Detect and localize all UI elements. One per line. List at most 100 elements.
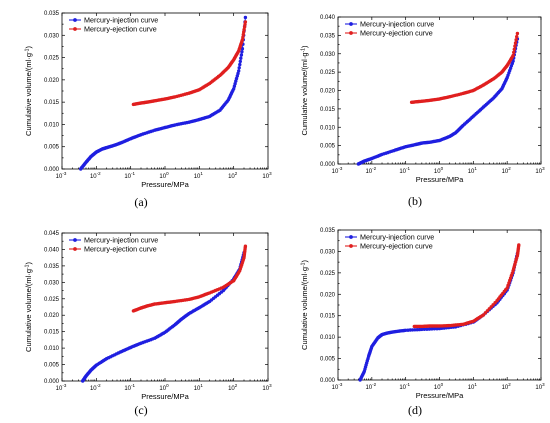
y-tick-label: 0.035	[44, 11, 60, 17]
y-tick-label: 0.035	[44, 264, 60, 270]
y-tick-label: 0.030	[44, 33, 60, 39]
series-mercury-injection	[79, 15, 248, 171]
y-axis-label: Cumulative volume/(ml·g-1)	[24, 262, 33, 352]
data-point	[515, 31, 520, 36]
y-tick-label: 0.025	[320, 70, 336, 76]
chart-panel-c: 0.000 0.005 0.010 0.015 0.020 0.025 0.030 0.035…	[24, 231, 272, 417]
chart-panel-b: 0.000 0.005 0.010 0.015 0.020 0.025 0.030 0.035…	[300, 15, 545, 208]
x-tick-exponent: 0	[441, 382, 444, 387]
data-point	[237, 66, 241, 70]
x-axis-label: Pressure/MPa	[141, 180, 189, 189]
data-point	[243, 244, 248, 248]
x-tick-label: 10-3	[332, 166, 343, 175]
data-point	[513, 41, 518, 45]
x-tick-exponent: -3	[62, 171, 66, 176]
y-axis-label: Cumulative volume/(ml·g-1)	[24, 46, 33, 136]
y-tick-label: 0.000	[320, 162, 336, 168]
y-tick-label: 0.020	[320, 89, 336, 95]
legend-label: Mercury-ejection curve	[84, 245, 157, 254]
legend-label: Mercury-ejection curve	[84, 25, 157, 34]
x-tick-exponent: 2	[508, 166, 511, 171]
y-axis-label: Cumulative volume/(ml·g-1)	[300, 260, 309, 350]
series-mercury-injection	[81, 251, 246, 383]
data-point	[233, 82, 237, 86]
legend-label: Mercury-injection curve	[360, 20, 434, 29]
x-tick-label: 103	[535, 166, 545, 175]
series-mercury-ejection	[412, 243, 521, 329]
y-axis-label-close: )	[24, 262, 33, 265]
series-line	[82, 252, 245, 382]
x-tick-label: 10-2	[90, 171, 101, 180]
y-tick-label: 0.020	[44, 313, 60, 319]
legend-label: Mercury-ejection curve	[360, 29, 433, 38]
x-tick-exponent: -1	[406, 382, 410, 387]
series-line	[358, 38, 518, 165]
data-point	[515, 35, 519, 39]
y-tick-label: 0.015	[44, 100, 60, 106]
legend-swatch-marker	[349, 244, 353, 248]
legend-swatch-marker	[73, 27, 77, 31]
data-point	[514, 38, 518, 42]
x-tick-exponent: -2	[97, 171, 101, 176]
y-tick-label: 0.025	[44, 297, 60, 303]
y-tick-label: 0.030	[320, 249, 336, 255]
data-point	[243, 22, 247, 27]
x-tick-exponent: 3	[269, 383, 272, 388]
data-point	[427, 327, 432, 331]
y-axis-label-exponent: -1	[25, 48, 31, 53]
x-tick-label: 101	[194, 171, 204, 180]
legend: Mercury-injection curveMercury-ejection …	[345, 233, 434, 251]
x-tick-label: 10-3	[56, 383, 67, 392]
y-tick-label: 0.045	[44, 231, 60, 237]
x-tick-exponent: -2	[97, 383, 101, 388]
data-point	[243, 20, 248, 24]
y-tick-label: 0.040	[44, 247, 60, 253]
data-point	[234, 76, 239, 81]
x-tick-exponent: 2	[235, 171, 238, 176]
legend-swatch-marker	[73, 238, 77, 242]
y-tick-label: 0.025	[320, 271, 336, 277]
y-axis-label-exponent: -1	[301, 262, 307, 267]
y-axis-label-exponent: -1	[301, 48, 307, 53]
data-point	[512, 47, 516, 51]
legend-label: Mercury-injection curve	[84, 16, 158, 25]
data-point	[420, 327, 424, 332]
x-tick-label: 103	[262, 383, 272, 392]
x-tick-label: 10-2	[365, 382, 376, 391]
x-axis-label: Pressure/MPa	[416, 175, 464, 184]
y-tick-label: 0.005	[44, 363, 60, 369]
x-tick-label: 101	[194, 383, 204, 392]
x-tick-exponent: 3	[542, 166, 545, 171]
y-tick-label: 0.005	[320, 357, 336, 363]
x-tick-label: 102	[502, 382, 512, 391]
series-mercury-injection	[356, 37, 520, 166]
data-point	[511, 53, 515, 58]
data-point	[242, 30, 246, 34]
x-tick-exponent: -3	[338, 382, 342, 387]
x-tick-label: 100	[434, 382, 444, 391]
panel-label: (a)	[134, 195, 147, 209]
x-tick-exponent: 0	[441, 166, 444, 171]
plot-frame	[61, 12, 269, 170]
series-line	[133, 246, 246, 312]
y-axis-label-close: )	[300, 260, 309, 263]
y-tick-label: 0.030	[320, 52, 336, 58]
data-point	[241, 32, 245, 37]
x-tick-exponent: 1	[474, 166, 477, 171]
y-tick-label: 0.035	[320, 33, 336, 39]
x-axis-label: Pressure/MPa	[416, 391, 464, 400]
data-point	[243, 15, 248, 20]
y-tick-label: 0.040	[320, 15, 336, 21]
y-tick-label: 0.000	[44, 379, 60, 385]
data-point	[241, 35, 245, 39]
panel-label: (d)	[408, 403, 422, 417]
y-tick-label: 0.020	[320, 292, 336, 298]
data-point	[242, 25, 247, 29]
x-tick-label: 10-2	[90, 383, 101, 392]
y-tick-label: 0.005	[320, 144, 336, 150]
x-tick-label: 10-1	[399, 382, 410, 391]
series-line	[359, 253, 518, 381]
data-point	[240, 50, 244, 54]
series-mercury-ejection	[131, 20, 248, 107]
